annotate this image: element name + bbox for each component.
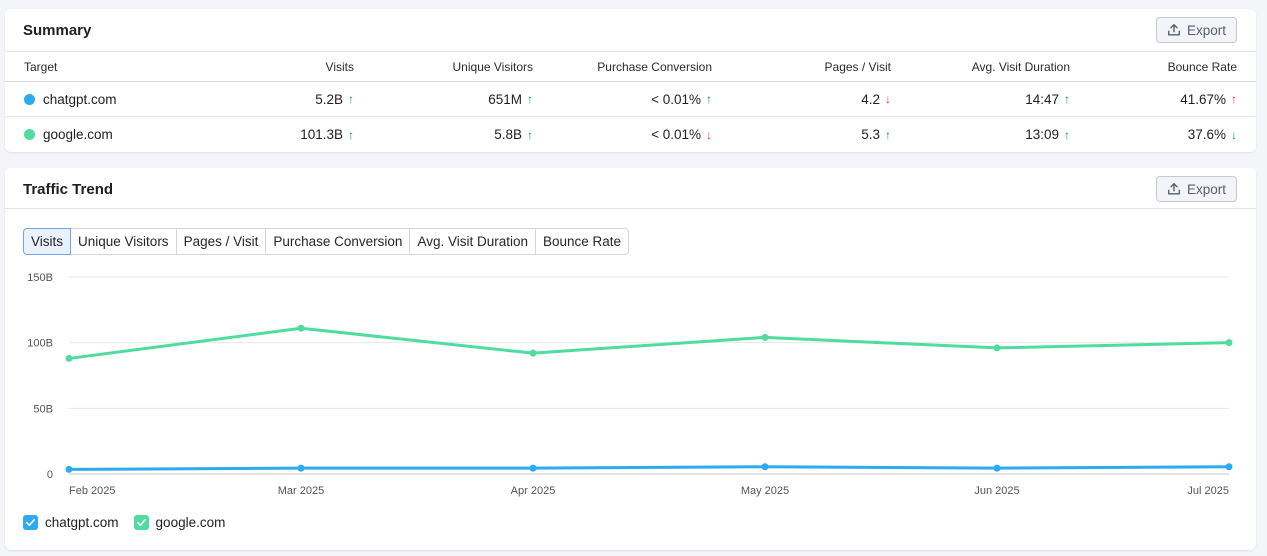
metric-tabs: Visits Unique Visitors Pages / Visit Pur… xyxy=(23,228,630,255)
series-line xyxy=(68,326,1230,360)
summary-title: Summary xyxy=(23,22,92,39)
traffic-trend-card: Traffic Trend Export Visits Unique Visit… xyxy=(5,168,1256,550)
trend-icon: ↑ xyxy=(1064,127,1070,142)
avg-visit-duration-value: 14:47 xyxy=(1025,91,1059,107)
tab-pages-per-visit[interactable]: Pages / Visit xyxy=(175,228,267,255)
y-tick-label: 150B xyxy=(27,272,53,284)
summary-card: Summary Export Target Visits Unique Visi… xyxy=(5,9,1256,152)
chart-legend: chatgpt.com google.com xyxy=(23,515,225,530)
pages-per-visit-value: 4.2 xyxy=(861,91,880,107)
tab-visits[interactable]: Visits xyxy=(23,228,72,255)
x-tick-label: Jun 2025 xyxy=(974,485,1019,497)
traffic-trend-title: Traffic Trend xyxy=(23,181,114,198)
avg-visit-duration-value: 13:09 xyxy=(1025,127,1059,142)
y-tick-label: 0 xyxy=(47,469,53,481)
data-point xyxy=(529,349,537,357)
table-header: Target Visits Unique Visitors Purchase C… xyxy=(5,51,1256,82)
unique-visitors-value: 5.8B xyxy=(494,127,522,142)
col-target: Target xyxy=(24,59,58,74)
data-point xyxy=(1225,463,1233,471)
data-point xyxy=(761,463,769,471)
trend-icon: ↓ xyxy=(1231,127,1237,142)
upload-icon xyxy=(1168,183,1180,195)
target-name: google.com xyxy=(43,127,113,142)
data-point xyxy=(993,464,1001,472)
tab-purchase-conversion[interactable]: Purchase Conversion xyxy=(265,228,411,255)
x-tick-label: Feb 2025 xyxy=(69,485,115,497)
tab-avg-visit-duration[interactable]: Avg. Visit Duration xyxy=(409,228,536,255)
visits-value: 5.2B xyxy=(315,91,343,107)
data-point xyxy=(761,333,769,341)
y-tick-label: 100B xyxy=(27,338,53,350)
purchase-conversion-value: < 0.01% xyxy=(651,127,701,142)
trend-icon: ↑ xyxy=(885,127,891,142)
checkbox-checked-icon[interactable] xyxy=(23,515,38,530)
pages-per-visit-value: 5.3 xyxy=(861,127,880,142)
trend-icon: ↑ xyxy=(1064,92,1070,106)
legend-item-google[interactable]: google.com xyxy=(133,515,226,530)
export-label: Export xyxy=(1186,22,1227,38)
x-tick-label: Apr 2025 xyxy=(511,485,556,497)
series-dot xyxy=(24,93,35,105)
x-tick-label: Jul 2025 xyxy=(1187,485,1229,497)
x-tick-label: May 2025 xyxy=(741,485,789,497)
target-name: chatgpt.com xyxy=(43,91,117,107)
trend-icon: ↑ xyxy=(1231,92,1237,106)
upload-icon xyxy=(1168,24,1180,36)
legend-label: chatgpt.com xyxy=(45,515,119,530)
col-purchase-conversion: Purchase Conversion xyxy=(597,59,712,74)
data-point xyxy=(993,344,1001,352)
trend-icon: ↑ xyxy=(348,92,354,106)
trend-export-button[interactable]: Export xyxy=(1156,176,1237,202)
trend-icon: ↑ xyxy=(527,127,533,142)
checkbox-checked-icon[interactable] xyxy=(133,515,149,530)
tab-unique-visitors[interactable]: Unique Visitors xyxy=(70,228,177,255)
divider xyxy=(5,208,1256,209)
col-unique-visitors: Unique Visitors xyxy=(452,59,533,74)
unique-visitors-value: 651M xyxy=(488,91,522,107)
trend-icon: ↑ xyxy=(348,127,354,142)
data-point xyxy=(1225,339,1233,347)
data-point xyxy=(529,464,537,472)
legend-label: google.com xyxy=(155,515,226,530)
bounce-rate-value: 37.6% xyxy=(1187,127,1226,142)
y-tick-label: 50B xyxy=(33,403,53,415)
col-visits: Visits xyxy=(325,59,354,74)
legend-item-chatgpt[interactable]: chatgpt.com xyxy=(23,515,119,530)
series-dot xyxy=(24,129,35,140)
col-pages-per-visit: Pages / Visit xyxy=(824,59,891,74)
purchase-conversion-value: < 0.01% xyxy=(651,91,701,107)
visits-value: 101.3B xyxy=(300,127,343,142)
trend-icon: ↓ xyxy=(706,127,712,142)
table-row: google.com 101.3B ↑ 5.8B ↑ < 0.01% ↓ 5.3 ↑ 1… xyxy=(5,117,1256,152)
summary-export-button[interactable]: Export xyxy=(1156,17,1237,43)
col-avg-visit-duration: Avg. Visit Duration xyxy=(971,59,1070,74)
data-point xyxy=(297,464,305,472)
series-line xyxy=(68,465,1230,471)
trend-icon: ↓ xyxy=(885,92,891,106)
x-tick-label: Mar 2025 xyxy=(278,485,324,497)
table-row: chatgpt.com 5.2B ↑ 651M ↑ < 0.01% ↑ 4.2 ↓ 14… xyxy=(5,82,1256,117)
tab-bounce-rate[interactable]: Bounce Rate xyxy=(535,228,630,255)
data-point xyxy=(297,324,305,332)
bounce-rate-value: 41.67% xyxy=(1180,91,1226,107)
trend-icon: ↑ xyxy=(527,92,533,106)
col-bounce-rate: Bounce Rate xyxy=(1167,59,1237,74)
traffic-line-chart: 0 50B 100B 150B Feb 2025 Mar 2025 Apr 2025 May … xyxy=(27,272,1233,497)
data-point xyxy=(65,465,73,473)
export-label: Export xyxy=(1186,181,1227,197)
data-point xyxy=(65,354,73,362)
trend-icon: ↑ xyxy=(706,92,712,106)
